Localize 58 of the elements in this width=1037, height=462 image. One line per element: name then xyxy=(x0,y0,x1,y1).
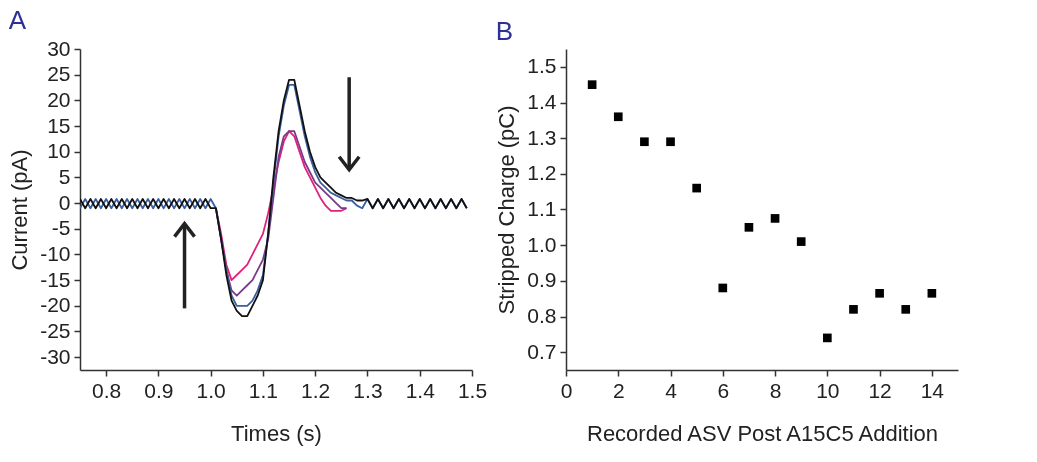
y-tick-label: -30 xyxy=(40,344,71,368)
point xyxy=(875,288,884,298)
x-tick-label: 10 xyxy=(816,378,840,402)
y-tick-label: 10 xyxy=(47,139,71,163)
y-tick-label: -15 xyxy=(40,267,71,291)
point xyxy=(718,283,728,293)
y-tick-label: 1.2 xyxy=(527,161,557,185)
y-tick-label: -5 xyxy=(51,216,71,240)
y-tick-label: 30 xyxy=(47,36,71,60)
chart-title: A xyxy=(8,5,27,35)
point xyxy=(613,112,623,122)
x-tick-label: 1.5 xyxy=(457,378,488,402)
point xyxy=(927,288,937,298)
x-tick-label: 0.9 xyxy=(144,378,174,402)
y-tick-label: 1.5 xyxy=(527,54,557,78)
y-tick-label: -25 xyxy=(40,318,71,342)
x-tick-label: 1.1 xyxy=(248,378,279,402)
point xyxy=(901,305,911,314)
y-tick-label: 0.7 xyxy=(527,339,557,363)
y-tick-label: 1.1 xyxy=(527,197,557,220)
point xyxy=(849,305,858,314)
x-tick-label: 1.0 xyxy=(196,378,226,402)
point xyxy=(796,237,806,246)
y-axis-title: Current (pA) xyxy=(7,149,33,271)
y-tick-label: -10 xyxy=(40,241,71,265)
x-tick-label: 1.4 xyxy=(405,378,436,402)
x-axis-title: Times (s) xyxy=(231,420,322,446)
y-tick-label: 15 xyxy=(47,113,71,137)
x-tick-label: 1.3 xyxy=(353,378,383,402)
x-tick-label: 0.8 xyxy=(92,378,122,402)
point xyxy=(823,333,832,343)
x-tick-label: 1.2 xyxy=(301,378,331,402)
point xyxy=(587,80,597,89)
x-tick-label: 0 xyxy=(560,378,573,402)
x-tick-label: 8 xyxy=(769,378,782,402)
y-tick-label: 0 xyxy=(58,190,71,214)
y-axis-title: Stripped Charge (pC) xyxy=(494,105,520,315)
point xyxy=(770,214,780,223)
x-tick-label: 4 xyxy=(665,378,678,402)
point xyxy=(666,137,675,147)
point xyxy=(744,223,754,232)
y-tick-label: 5 xyxy=(58,164,71,188)
x-tick-label: 2 xyxy=(612,378,625,402)
y-tick-label: 0.9 xyxy=(527,268,557,292)
chart-title: B xyxy=(495,16,514,46)
point xyxy=(692,183,701,193)
y-tick-label: 0.8 xyxy=(527,304,557,327)
x-tick-label: 14 xyxy=(920,378,945,402)
y-tick-label: 25 xyxy=(47,62,71,86)
x-tick-label: 12 xyxy=(868,378,892,402)
y-tick-label: -20 xyxy=(40,293,71,317)
y-tick-label: 1.3 xyxy=(527,125,557,149)
point xyxy=(640,137,649,147)
y-tick-label: 1.4 xyxy=(527,90,557,113)
x-axis-title: Recorded ASV Post A15C5 Addition xyxy=(586,420,939,446)
x-tick-label: 6 xyxy=(717,378,730,402)
y-tick-label: 1.0 xyxy=(527,232,557,256)
y-tick-label: 20 xyxy=(47,87,71,111)
